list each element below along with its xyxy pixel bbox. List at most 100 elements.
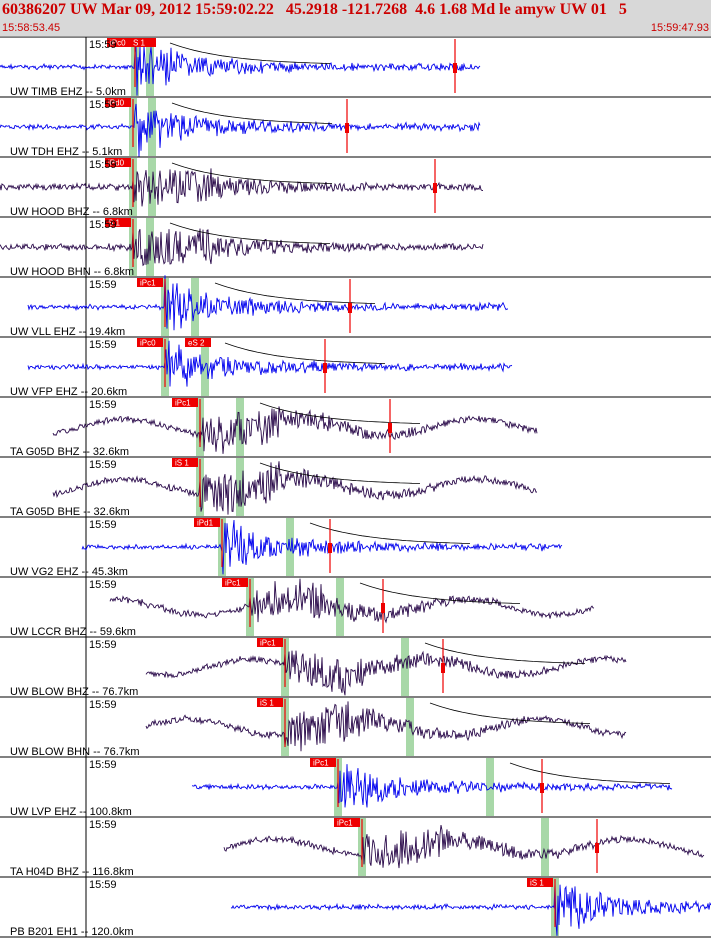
trace-row[interactable]: iS 1 15:59 TA G05D BHE -- 32.6km (0, 456, 711, 518)
station-label: PB B201 EH1 -- 120.0km (10, 926, 134, 938)
pick-label: iPc1 (175, 399, 191, 408)
time-label: 15:59 (89, 279, 117, 291)
coda-marker-box (348, 303, 352, 313)
time-label: 15:59 (89, 459, 117, 471)
waveform (145, 650, 627, 696)
trace-row[interactable]: iS 1 15:59 PB B201 EH1 -- 120.0km (0, 876, 711, 938)
pick-flag[interactable] (257, 698, 283, 707)
time-label: 15:59 (89, 639, 117, 651)
trace-row[interactable]: iPc1 15:59 UW BLOW BHZ -- 76.7km (0, 636, 711, 698)
pick-flag[interactable] (222, 578, 248, 587)
station-label: UW LCCR BHZ -- 59.6km (10, 626, 136, 638)
pick-flag[interactable] (172, 458, 198, 467)
coda-envelope (309, 522, 471, 544)
time-label: 15:59 (89, 879, 117, 891)
pick-label: iS 1 (175, 459, 189, 468)
coda-marker-box (453, 63, 457, 73)
waveform (0, 44, 481, 96)
pick-flag[interactable] (185, 338, 211, 347)
coda-envelope (171, 162, 333, 184)
waveform (230, 883, 711, 936)
start-time: 15:58:53.45 (2, 22, 61, 34)
pick-flag[interactable] (107, 38, 133, 47)
pick-label: iPc0 (140, 339, 156, 348)
time-label: 15:59 (89, 99, 117, 111)
pick-window (541, 818, 549, 876)
pick-label: iPc1 (225, 579, 241, 588)
coda-envelope (224, 342, 386, 364)
time-label: 15:59 (89, 39, 117, 51)
coda-envelope (169, 42, 331, 64)
waveform (223, 825, 705, 869)
pick-flag[interactable] (130, 38, 156, 47)
pick-flag[interactable] (137, 338, 163, 347)
waveform (109, 578, 595, 624)
station-label: UW TIMB EHZ -- 5.0km (10, 86, 126, 98)
trace-row[interactable]: iPd1 15:59 UW VG2 EHZ -- 45.3km (0, 516, 711, 578)
coda-marker-box (323, 363, 327, 373)
waveform (0, 228, 484, 267)
coda-envelope (171, 102, 333, 124)
pick-label: S 1 (133, 39, 146, 48)
coda-marker-box (388, 423, 392, 433)
pick-flag[interactable] (105, 158, 131, 167)
station-label: TA G05D BHE -- 32.6km (10, 506, 130, 518)
station-label: UW VLL EHZ -- 19.4km (10, 326, 125, 338)
pick-flag[interactable] (105, 218, 131, 227)
trace-row[interactable]: iPc1 15:59 UW LVP EHZ -- 100.8km (0, 756, 711, 818)
waveform (52, 461, 538, 515)
station-label: UW BLOW BHN -- 76.7km (10, 746, 140, 758)
waveform (191, 764, 673, 808)
station-label: UW VG2 EHZ -- 45.3km (10, 566, 128, 578)
pick-label: iPc1 (337, 819, 353, 828)
station-label: UW LVP EHZ -- 100.8km (10, 806, 132, 818)
coda-marker-box (433, 183, 437, 193)
pick-window (236, 398, 244, 456)
coda-marker-box (328, 543, 332, 553)
trace-row[interactable]: S 115:59 UW HOOD BHN -- 6.8km (0, 216, 711, 278)
trace-row[interactable]: iPc0 S 1 15:59 UW TIMB EHZ -- 5.0km (0, 37, 711, 98)
trace-row[interactable]: iS 1 15:59 UW BLOW BHN -- 76.7km (0, 696, 711, 758)
pick-window (486, 758, 494, 816)
pick-label: iPc0 (110, 39, 126, 48)
pick-label: iPc1 (140, 279, 156, 288)
waveform (27, 275, 508, 331)
pick-flag[interactable] (172, 398, 198, 407)
pick-label: iPd1 (197, 519, 214, 528)
station-label: UW HOOD BHN -- 6.8km (10, 266, 134, 278)
station-label: TA G05D BHZ -- 32.6km (10, 446, 129, 458)
pick-label: iPd0 (108, 159, 125, 168)
pick-flag[interactable] (334, 818, 360, 827)
station-label: TA H04D BHZ -- 116.8km (10, 866, 134, 878)
pick-flag[interactable] (194, 518, 220, 527)
pick-window (336, 578, 344, 636)
station-label: UW BLOW BHZ -- 76.7km (10, 686, 138, 698)
time-label: 15:59 (89, 219, 117, 231)
pick-window (401, 638, 409, 696)
trace-row[interactable]: iPc1 15:59 TA G05D BHZ -- 32.6km (0, 396, 711, 458)
pick-flag[interactable] (257, 638, 283, 647)
time-label: 15:59 (89, 339, 117, 351)
time-label: 15:59 (89, 759, 117, 771)
trace-row[interactable]: iPc1 15:59 TA H04D BHZ -- 116.8km (0, 816, 711, 878)
coda-envelope (169, 222, 331, 244)
pick-flag[interactable] (137, 278, 163, 287)
coda-marker-box (595, 843, 599, 853)
time-label: 15:59 (89, 699, 117, 711)
coda-envelope (509, 762, 671, 784)
pick-label: iPd0 (108, 99, 125, 108)
coda-envelope (429, 702, 591, 724)
waveform (145, 701, 627, 752)
time-label: 15:59 (89, 819, 117, 831)
trace-row[interactable]: iPc0 eS 2 15:59 UW VFP EHZ -- 20.6km (0, 336, 711, 398)
pick-flag[interactable] (527, 878, 553, 887)
pick-flag[interactable] (310, 758, 336, 767)
waveform (52, 406, 538, 454)
pick-flag[interactable] (105, 98, 131, 107)
trace-row[interactable]: iPc1 15:59 UW LCCR BHZ -- 59.6km (0, 576, 711, 638)
pick-label: S 1 (108, 219, 121, 228)
trace-row[interactable]: iPc1 15:59 UW VLL EHZ -- 19.4km (0, 275, 711, 338)
